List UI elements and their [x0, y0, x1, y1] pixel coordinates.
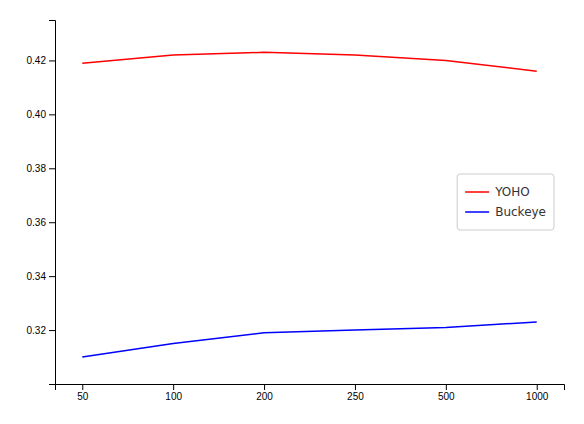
- y-tick: 0.36: [27, 217, 55, 228]
- x-axis: 50 100 200 250 500 1000: [56, 384, 565, 402]
- series-line: [82, 322, 536, 357]
- x-tick-label: 1000: [526, 391, 549, 402]
- y-axis-line: [49, 21, 56, 385]
- chart: 5010020025050010000.320.340.360.380.400.…: [0, 0, 584, 424]
- x-tick: 100: [165, 384, 182, 402]
- x-tick: 250: [347, 384, 364, 402]
- legend-label: Buckeye: [495, 205, 546, 219]
- x-tick-label: 250: [347, 391, 364, 402]
- y-tick-mark: [49, 114, 55, 115]
- y-tick: 0.32: [27, 325, 55, 336]
- y-tick-mark: [49, 222, 55, 223]
- x-tick: 200: [256, 384, 273, 402]
- plot-area: 5010020025050010000.320.340.360.380.400.…: [27, 21, 565, 403]
- x-tick-mark: [264, 384, 265, 390]
- x-axis-line: [56, 385, 565, 391]
- y-tick-mark: [49, 276, 55, 277]
- legend-item: YOHO: [465, 185, 530, 199]
- legend-swatch: [465, 191, 489, 193]
- y-tick-label: 0.32: [27, 325, 47, 336]
- x-tick: 1000: [526, 384, 549, 402]
- x-tick: 50: [77, 384, 89, 402]
- legend-box: [457, 174, 554, 230]
- x-tick-mark: [173, 384, 174, 390]
- x-tick-label: 200: [256, 391, 273, 402]
- x-tick-mark: [82, 384, 83, 390]
- legend: YOHO Buckeye: [457, 174, 554, 230]
- y-tick-label: 0.40: [27, 109, 47, 120]
- x-tick-label: 500: [438, 391, 455, 402]
- legend-swatch: [465, 211, 489, 213]
- y-tick: 0.40: [27, 109, 55, 120]
- y-tick-label: 0.34: [27, 271, 47, 282]
- legend-item: Buckeye: [465, 205, 546, 219]
- x-tick-mark: [446, 384, 447, 390]
- y-tick: 0.34: [27, 271, 55, 282]
- legend-label: YOHO: [494, 185, 530, 199]
- y-tick-label: 0.36: [27, 217, 47, 228]
- x-tick-label: 100: [165, 391, 182, 402]
- y-tick-mark: [49, 168, 55, 169]
- series-line: [82, 52, 536, 71]
- x-tick-mark: [537, 384, 538, 390]
- y-axis: 0.32 0.34 0.36 0.38 0.40 0.42: [27, 21, 56, 385]
- x-tick-label: 50: [77, 391, 89, 402]
- y-tick-label: 0.38: [27, 163, 47, 174]
- x-tick: 500: [438, 384, 455, 402]
- y-tick: 0.38: [27, 163, 55, 174]
- y-tick-mark: [49, 330, 55, 331]
- y-tick: 0.42: [27, 55, 55, 66]
- y-tick-label: 0.42: [27, 55, 47, 66]
- x-tick-mark: [355, 384, 356, 390]
- y-tick-mark: [49, 60, 55, 61]
